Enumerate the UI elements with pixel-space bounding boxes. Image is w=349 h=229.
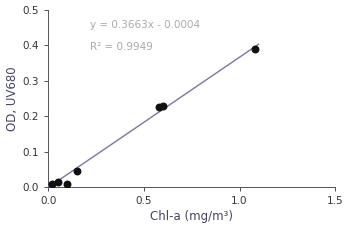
Point: [160, 104, 166, 107]
Y-axis label: OD, UV680: OD, UV680: [6, 66, 18, 131]
Text: y = 0.3663x - 0.0004: y = 0.3663x - 0.0004: [90, 20, 200, 30]
Point: [49, 182, 55, 185]
Point: [55, 180, 61, 184]
Point: [156, 106, 162, 109]
X-axis label: Chl-a (mg/m³): Chl-a (mg/m³): [150, 210, 233, 224]
Text: R² = 0.9949: R² = 0.9949: [90, 41, 153, 52]
Point: [74, 169, 80, 173]
Point: [65, 182, 70, 185]
Point: [252, 47, 258, 50]
